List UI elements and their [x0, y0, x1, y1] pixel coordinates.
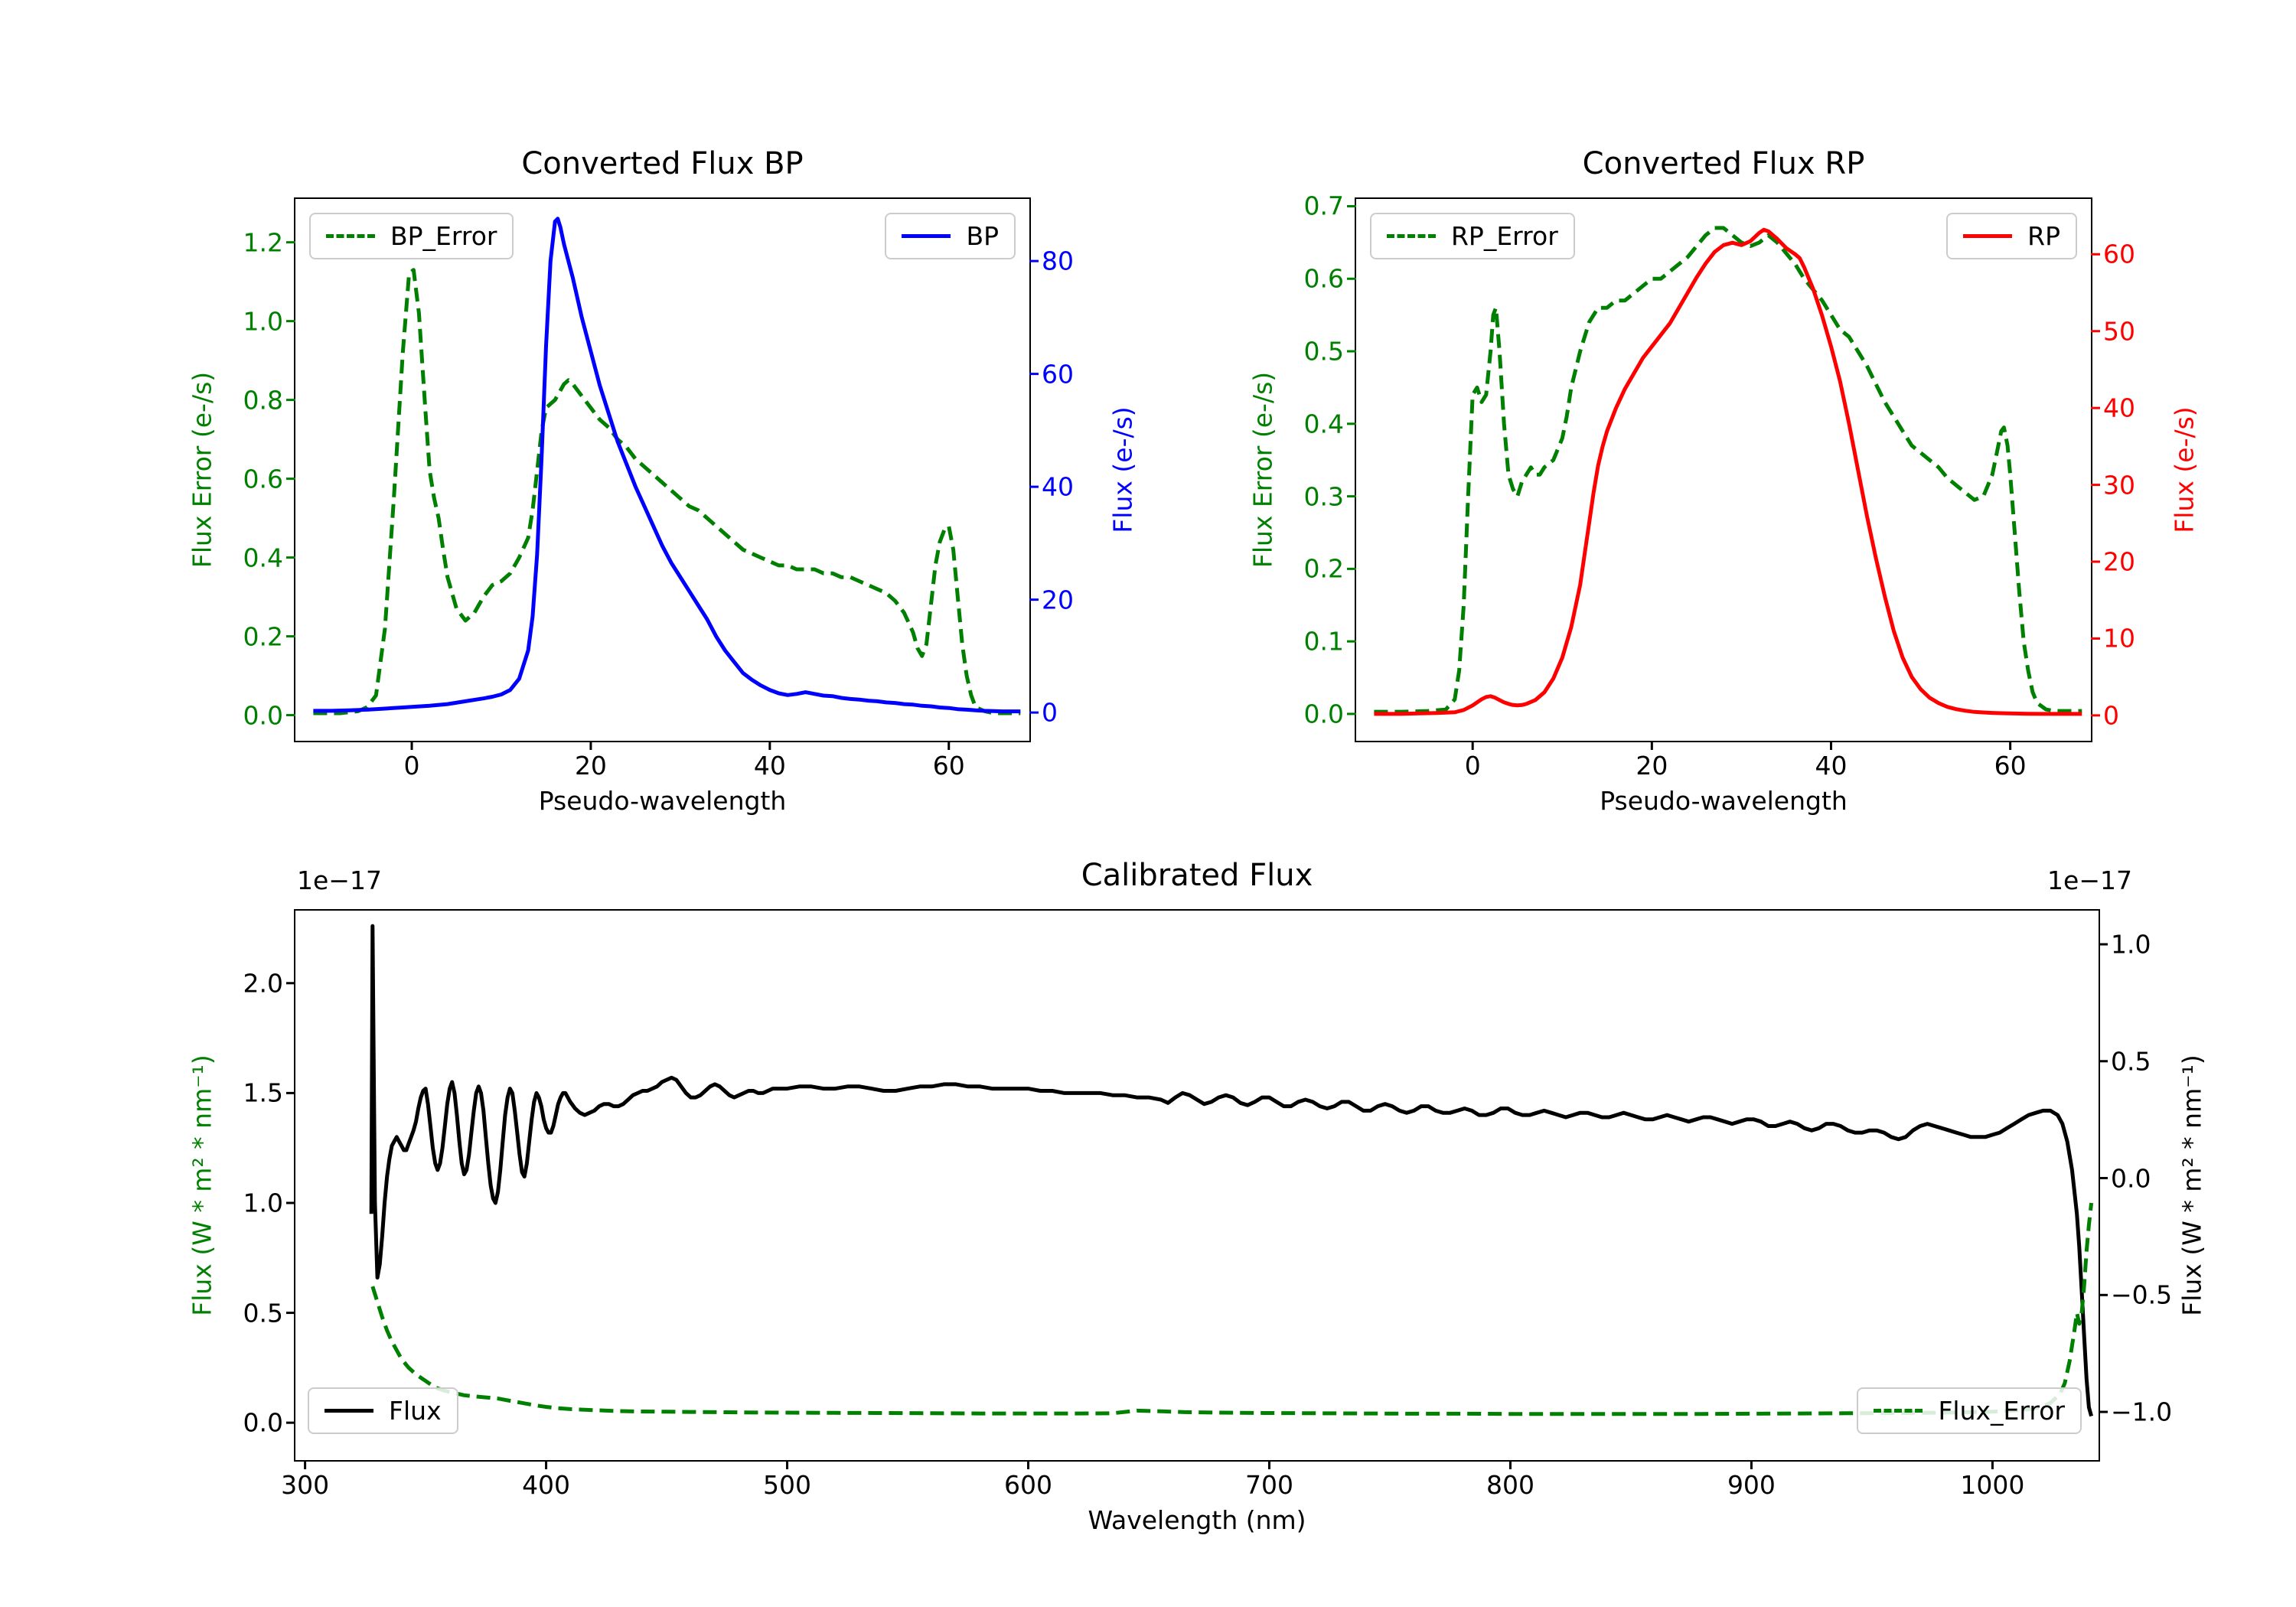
y-axis-label-right-calibrated: Flux (W * m² * nm⁻¹) [2177, 1054, 2207, 1316]
series-line-BP_Error [313, 268, 1021, 715]
y-tick-label-left: 0.8 [243, 385, 283, 416]
legend-rp: RP [1946, 213, 2077, 259]
y-tick-label-right: 20 [2103, 546, 2135, 577]
plot-title-calibrated: Calibrated Flux [1081, 858, 1313, 893]
x-axis-label-calibrated: Wavelength (nm) [1088, 1505, 1306, 1535]
y-tick-label-left: 0.2 [1303, 553, 1344, 584]
y-axis-label-left-rp: Flux Error (e-/s) [1247, 371, 1278, 569]
legend-line-sample-solid-icon [1963, 234, 2013, 238]
legend-rp_error: RP_Error [1370, 213, 1575, 259]
x-tick-label: 60 [1994, 751, 2027, 781]
y-tick-label-right: −1.0 [2111, 1397, 2173, 1427]
y-tick-label-left: 1.5 [243, 1077, 283, 1108]
legend-line-sample-solid-icon [325, 1409, 373, 1413]
y-tick-label-left: 0.2 [243, 621, 283, 652]
x-tick-label: 40 [1815, 751, 1848, 781]
y-tick-label-left: 0.4 [1303, 409, 1344, 439]
y-tick-label-left: 0.1 [1303, 626, 1344, 657]
series-line-RP [1374, 227, 2082, 716]
y-tick-label-right: 1.0 [2111, 929, 2151, 960]
series-line-RP_Error [1374, 226, 2082, 714]
legend-bp_error: BP_Error [309, 213, 514, 259]
plot-title-rp: Converted Flux RP [1582, 146, 1865, 181]
y-tick-label-left: 1.0 [243, 1188, 283, 1218]
legend-label: Flux [389, 1396, 442, 1426]
x-tick-label: 600 [1004, 1470, 1053, 1500]
subplot-calibrated-flux: Calibrated Flux 1e−17 1e−17 Wavelength (… [188, 860, 2207, 1533]
y-tick-label-left: 0.5 [1303, 336, 1344, 367]
legend-bp: BP [885, 213, 1016, 259]
y-tick-label-right: 0 [1042, 697, 1058, 728]
legend-label: BP [966, 221, 999, 251]
legend-line-sample-dashed-icon [1387, 234, 1436, 238]
y-tick-label-right: 40 [1042, 471, 1074, 502]
legend-label: Flux_Error [1938, 1396, 2065, 1426]
x-tick-label: 800 [1486, 1470, 1534, 1500]
series-line-BP [313, 217, 1021, 714]
y-tick-label-right: 40 [2103, 393, 2135, 423]
y-axis-label-left-bp: Flux Error (e-/s) [187, 371, 217, 569]
x-tick-label: 500 [763, 1470, 812, 1500]
y-tick-label-left: 2.0 [243, 968, 283, 999]
y-tick-label-left: 0.4 [243, 543, 283, 573]
x-tick-label: 0 [1464, 751, 1481, 781]
y-tick-label-left: 0.6 [1303, 263, 1344, 294]
x-tick-label: 0 [403, 751, 420, 781]
x-axis-label-bp: Pseudo-wavelength [538, 786, 787, 816]
y-tick-label-right: 60 [1042, 359, 1074, 390]
x-tick-label: 40 [753, 751, 786, 781]
y-tick-label-left: 0.6 [243, 464, 283, 494]
legend-label: RP_Error [1451, 221, 1558, 251]
y-tick-label-right: 80 [1042, 246, 1074, 276]
y-axis-label-left-calibrated: Flux (W * m² * nm⁻¹) [187, 1054, 217, 1316]
x-tick-label: 300 [281, 1470, 330, 1500]
y-tick-label-right: −0.5 [2111, 1279, 2173, 1310]
y-tick-label-left: 0.7 [1303, 191, 1344, 221]
y-tick-label-left: 0.3 [1303, 481, 1344, 512]
y-tick-label-left: 0.0 [243, 700, 283, 731]
y-tick-label-right: 0 [2103, 700, 2119, 731]
x-tick-label: 60 [932, 751, 965, 781]
axis-offset-text-right: 1e−17 [2047, 865, 2132, 895]
x-axis-label-rp: Pseudo-wavelength [1600, 786, 1848, 816]
plot-canvas-rp [1347, 204, 2100, 750]
plot-canvas-calibrated [286, 924, 2108, 1469]
legend-line-sample-solid-icon [902, 234, 951, 238]
y-tick-label-right: 10 [2103, 623, 2135, 654]
y-tick-label-right: 20 [1042, 585, 1074, 615]
legend-flux_error: Flux_Error [1857, 1387, 2082, 1434]
subplot-converted-flux-bp: Converted Flux BP Pseudo-wavelength Flux… [188, 148, 1138, 813]
plot-title-bp: Converted Flux BP [521, 146, 804, 181]
y-tick-label-left: 0.0 [243, 1407, 283, 1438]
y-axis-label-right-bp: Flux (e-/s) [1107, 406, 1138, 533]
y-tick-label-left: 1.2 [243, 227, 283, 258]
y-tick-label-left: 0.5 [243, 1298, 283, 1328]
x-tick-label: 700 [1244, 1470, 1293, 1500]
y-axis-label-right-rp: Flux (e-/s) [2169, 406, 2200, 533]
series-line-Flux_Error [370, 1202, 2094, 1416]
y-tick-label-right: 50 [2103, 316, 2135, 347]
legend-flux: Flux [308, 1387, 458, 1434]
y-tick-label-right: 0.0 [2111, 1163, 2151, 1194]
x-tick-label: 900 [1727, 1470, 1776, 1500]
y-tick-label-right: 60 [2103, 239, 2135, 269]
x-tick-label: 20 [574, 751, 607, 781]
plot-canvas-bp [286, 217, 1039, 750]
legend-label: BP_Error [390, 221, 497, 251]
y-tick-label-right: 30 [2103, 470, 2135, 500]
y-tick-label-right: 0.5 [2111, 1046, 2151, 1077]
legend-line-sample-dashed-icon [1874, 1409, 1923, 1413]
subplot-converted-flux-rp: Converted Flux RP Pseudo-wavelength Flux… [1248, 148, 2200, 813]
x-tick-label: 20 [1636, 751, 1668, 781]
series-line-Flux [369, 924, 2094, 1417]
x-tick-label: 1000 [1960, 1470, 2025, 1500]
legend-line-sample-dashed-icon [326, 234, 375, 238]
y-tick-label-left: 0.0 [1303, 699, 1344, 729]
legend-label: RP [2027, 221, 2060, 251]
x-tick-label: 400 [522, 1470, 571, 1500]
y-tick-label-left: 1.0 [243, 306, 283, 337]
axis-offset-text-left: 1e−17 [297, 865, 382, 895]
